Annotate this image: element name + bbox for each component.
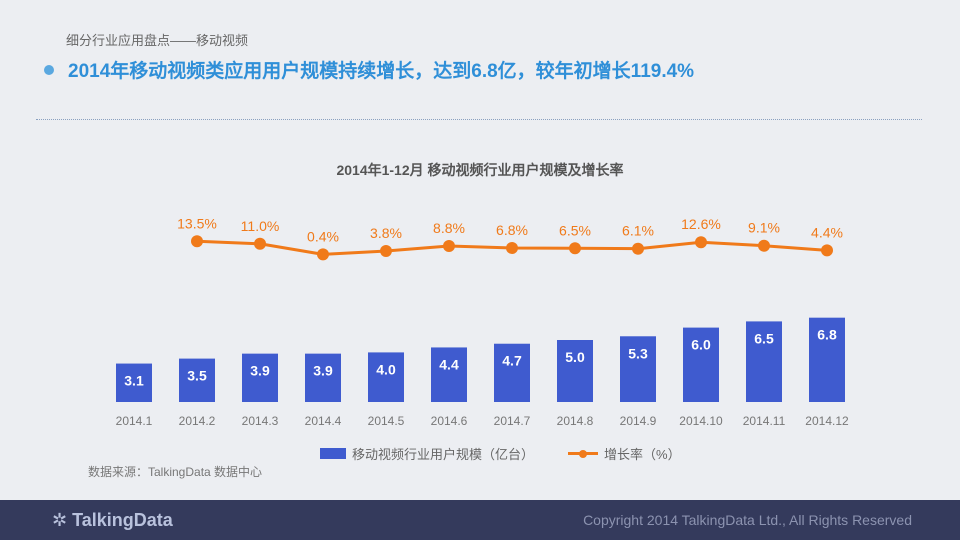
legend-bar-label: 移动视频行业用户规模（亿台） [352, 447, 535, 462]
x-tick-label: 2014.6 [431, 414, 468, 428]
bar [494, 343, 530, 402]
data-source: 数据来源：TalkingData 数据中心 [88, 465, 263, 479]
growth-value-label: 4.4% [811, 224, 843, 240]
bar [557, 340, 593, 402]
growth-value-label: 12.6% [681, 216, 721, 232]
legend-line-swatch [568, 449, 599, 458]
bullet-icon [44, 64, 54, 75]
x-tick-label: 2014.9 [620, 414, 657, 428]
growth-point [569, 242, 581, 255]
x-tick-label: 2014.2 [179, 414, 216, 428]
growth-value-label: 6.8% [496, 222, 528, 238]
growth-point [632, 242, 644, 255]
bar-value-label: 4.0 [376, 361, 396, 377]
growth-point [758, 239, 770, 252]
bar [368, 352, 404, 402]
bar [683, 327, 719, 402]
growth-point [443, 240, 455, 252]
growth-point [821, 244, 833, 257]
x-tick-label: 2014.11 [743, 414, 786, 428]
growth-value-label: 13.5% [177, 215, 217, 231]
bar-value-label: 6.0 [691, 337, 711, 353]
bar-value-label: 4.4 [439, 356, 459, 372]
bar-value-label: 5.3 [628, 345, 648, 361]
bar [242, 353, 278, 402]
headline: 2014年移动视频类应用用户规模持续增长，达到6.8亿，较年初增长119.4% [44, 56, 694, 83]
growth-point [317, 248, 329, 261]
bar [116, 363, 152, 402]
x-tick-label: 2014.4 [305, 414, 342, 428]
growth-value-label: 9.1% [748, 220, 780, 236]
bar-value-label: 5.0 [565, 349, 585, 365]
bar-value-label: 6.8 [817, 327, 837, 343]
legend-line-label: 增长率（%） [604, 447, 681, 462]
chart-title: 2014年1-12月 移动视频行业用户规模及增长率 [336, 162, 624, 178]
growth-value-label: 11.0% [241, 218, 280, 234]
bar-value-label: 3.9 [313, 363, 333, 379]
footer: ✲ TalkingData Copyright 2014 TalkingData… [0, 500, 960, 540]
x-tick-label: 2014.5 [368, 414, 405, 428]
chart: 3.1 2014.1 3.5 2014.2 3.9 2014.3 3.9 2014.4 4.0 2… [116, 215, 849, 428]
x-tick-label: 2014.3 [242, 414, 279, 428]
section-subtitle: 细分行业应用盘点——移动视频 [66, 33, 249, 48]
bar-value-label: 3.1 [124, 373, 144, 389]
growth-point [506, 242, 518, 254]
copyright: Copyright 2014 TalkingData Ltd., All Rig… [583, 512, 912, 528]
logo: ✲ TalkingData [52, 510, 173, 530]
x-tick-label: 2014.12 [805, 414, 849, 428]
headline-text: 2014年移动视频类应用用户规模持续增长，达到6.8亿，较年初增长119.4% [68, 61, 695, 82]
growth-point [695, 236, 707, 249]
bar [305, 353, 341, 402]
x-tick-label: 2014.7 [494, 414, 531, 428]
growth-point [380, 245, 392, 257]
bar-value-label: 3.9 [250, 363, 270, 379]
x-tick-label: 2014.10 [679, 414, 723, 428]
divider [36, 119, 922, 120]
bar-value-label: 6.5 [754, 330, 774, 346]
bar [620, 336, 656, 402]
growth-value-label: 6.5% [559, 222, 591, 238]
growth-point [191, 235, 203, 248]
bar-value-label: 3.5 [187, 368, 207, 384]
growth-value-label: 0.4% [307, 228, 339, 244]
x-tick-label: 2014.1 [116, 414, 153, 428]
bar [179, 358, 215, 402]
bar [809, 317, 845, 402]
bar [746, 321, 782, 402]
bar [431, 347, 467, 402]
legend-bar-swatch [320, 448, 346, 459]
growth-value-label: 3.8% [370, 225, 402, 241]
growth-value-label: 8.8% [433, 220, 465, 236]
bar-value-label: 4.7 [502, 353, 522, 369]
x-tick-label: 2014.8 [557, 414, 594, 428]
growth-value-label: 6.1% [622, 223, 654, 239]
legend: 移动视频行业用户规模（亿台） 增长率（%） [320, 444, 681, 463]
growth-point [254, 237, 266, 250]
